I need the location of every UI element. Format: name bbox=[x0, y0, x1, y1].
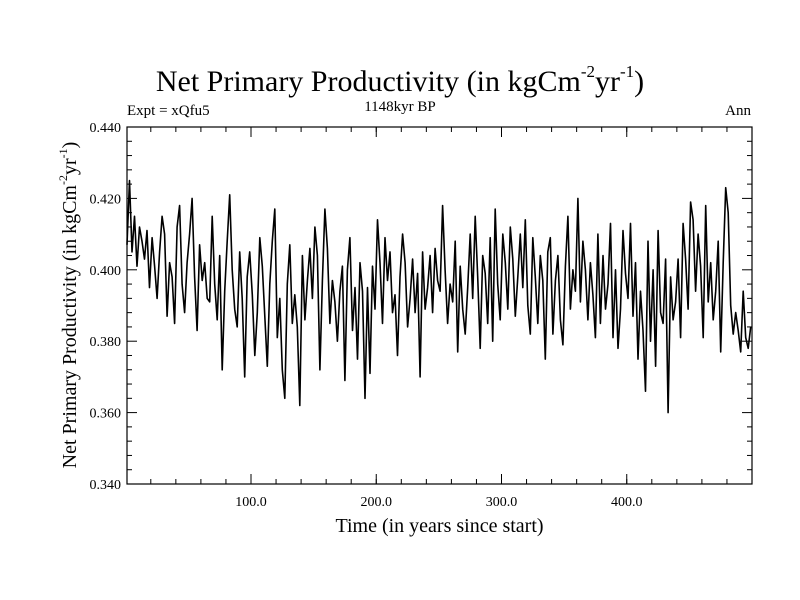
x-tick-label: 200.0 bbox=[360, 495, 392, 510]
x-tick-label: 300.0 bbox=[486, 495, 518, 510]
axis-tick-labels: 100.0 200.0 300.0 400.0 0.340 0.360 0.380 0.400… bbox=[90, 121, 643, 510]
y-tick-label: 0.400 bbox=[90, 264, 122, 279]
plot-frame bbox=[126, 126, 753, 485]
experiment-label: Expt = xQfu5 bbox=[127, 103, 210, 119]
x-tick-label: 400.0 bbox=[611, 495, 643, 510]
chart-subtitle: 1148kyr BP bbox=[364, 99, 436, 115]
npp-series-line bbox=[126, 179, 752, 414]
y-axis-label: Net Primary Productivity (in kgCm-2yr-1) bbox=[56, 142, 81, 469]
y-tick-label: 0.380 bbox=[90, 335, 122, 350]
x-tick-label: 100.0 bbox=[235, 495, 267, 510]
x-axis-label: Time (in years since start) bbox=[335, 515, 543, 537]
y-tick-label: 0.360 bbox=[90, 407, 122, 422]
y-tick-label: 0.340 bbox=[90, 478, 122, 493]
y-tick-label: 0.440 bbox=[90, 121, 122, 136]
y-tick-label: 0.420 bbox=[90, 192, 122, 207]
season-label: Ann bbox=[725, 103, 751, 119]
chart-title: Net Primary Productivity (in kgCm-2yr-1) bbox=[155, 62, 645, 98]
